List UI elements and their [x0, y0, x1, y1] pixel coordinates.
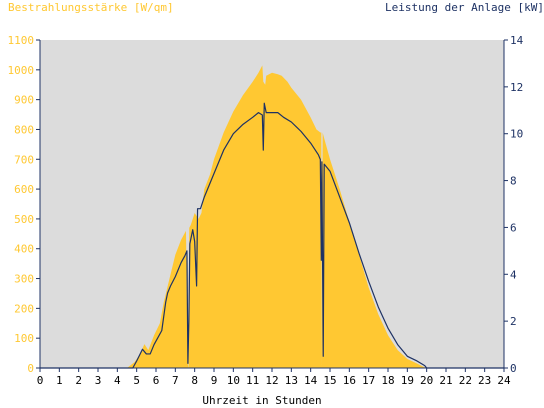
series-layer: [40, 65, 504, 369]
left-tick-label: 500: [14, 213, 34, 226]
left-axis-title: Bestrahlungsstärke [W/qm]: [8, 1, 174, 14]
right-tick-label: 14: [510, 34, 524, 47]
x-tick-label: 3: [95, 374, 102, 387]
x-tick-label: 16: [343, 374, 356, 387]
x-tick-label: 17: [362, 374, 375, 387]
left-tick-label: 400: [14, 243, 34, 256]
x-tick-label: 6: [153, 374, 160, 387]
x-axis-label: Uhrzeit in Stunden: [202, 394, 321, 407]
x-tick-label: 2: [75, 374, 82, 387]
x-tick-label: 13: [285, 374, 298, 387]
x-tick-label: 24: [497, 374, 511, 387]
x-tick-label: 23: [478, 374, 491, 387]
x-tick-label: 19: [401, 374, 414, 387]
x-tick-label: 18: [381, 374, 394, 387]
x-tick-label: 12: [265, 374, 278, 387]
right-tick-label: 8: [510, 175, 517, 188]
right-tick-label: 12: [510, 81, 523, 94]
x-tick-label: 9: [211, 374, 218, 387]
left-tick-label: 900: [14, 94, 34, 107]
x-tick-label: 0: [37, 374, 44, 387]
x-tick-label: 15: [323, 374, 336, 387]
left-tick-label: 1000: [8, 64, 35, 77]
right-tick-label: 2: [510, 315, 517, 328]
x-tick-label: 21: [439, 374, 452, 387]
x-tick-label: 22: [459, 374, 472, 387]
left-tick-label: 600: [14, 183, 34, 196]
x-tick-label: 1: [56, 374, 63, 387]
x-tick-label: 20: [420, 374, 433, 387]
right-tick-label: 10: [510, 128, 523, 141]
left-tick-label: 300: [14, 273, 34, 286]
x-tick-label: 10: [227, 374, 240, 387]
right-tick-label: 4: [510, 268, 517, 281]
left-tick-label: 100: [14, 332, 34, 345]
left-tick-label: 0: [27, 362, 34, 375]
right-tick-label: 0: [510, 362, 517, 375]
x-tick-label: 5: [133, 374, 140, 387]
left-tick-label: 700: [14, 153, 34, 166]
x-tick-label: 4: [114, 374, 121, 387]
x-tick-label: 8: [191, 374, 198, 387]
x-tick-label: 11: [246, 374, 259, 387]
axes-layer: 0100200300400500600700800900100011000246…: [8, 34, 524, 387]
right-axis-title: Leistung der Anlage [kW]: [385, 1, 544, 14]
x-tick-label: 7: [172, 374, 179, 387]
series-power-line: [40, 102, 504, 369]
right-tick-label: 6: [510, 221, 517, 234]
series-irradiance-area: [40, 65, 504, 368]
left-tick-label: 800: [14, 123, 34, 136]
x-tick-label: 14: [304, 374, 318, 387]
left-tick-label: 200: [14, 302, 34, 315]
left-tick-label: 1100: [8, 34, 35, 47]
